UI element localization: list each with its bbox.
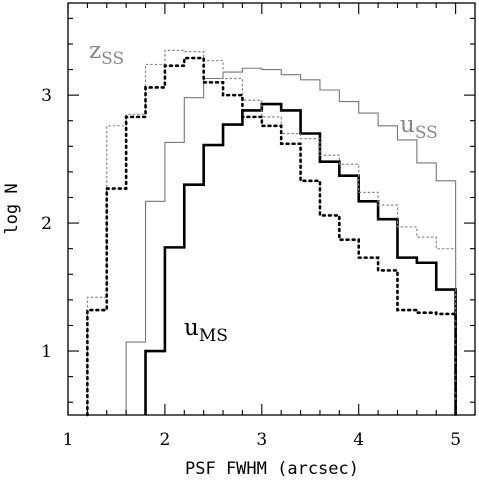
annotation-ums-sub: MS [199, 326, 228, 346]
annotation-ums: uMS [184, 315, 228, 346]
tick-label-layer: 1 2 3 4 5 1 2 3 [41, 86, 461, 450]
plot-frame [67, 2, 476, 416]
x-tick-label: 3 [256, 430, 267, 450]
series-layer [86, 49, 457, 417]
annotation-zss-base: z [89, 38, 101, 64]
annotation-ums-base: u [184, 315, 199, 341]
series-uSS-line [125, 67, 457, 415]
series-uMS-line [144, 102, 457, 415]
tick-layer [67, 3, 476, 415]
x-tick-label: 2 [159, 430, 170, 450]
x-tick-label: 5 [450, 430, 461, 450]
annotation-uss: uSS [400, 112, 438, 143]
y-axis-label: log N [2, 183, 22, 234]
annotation-uss-sub: SS [415, 123, 438, 143]
x-axis-label: PSF FWHM (arcsec) [185, 459, 359, 479]
annotation-uss-base: u [400, 112, 415, 138]
x-tick-label: 4 [353, 430, 364, 450]
series-zMS-line [86, 56, 457, 417]
x-tick-label: 1 [63, 430, 74, 450]
y-tick-label: 3 [41, 86, 52, 106]
annotation-zss: zSS [89, 38, 124, 69]
annotation-zss-sub: SS [101, 49, 124, 69]
y-tick-label: 1 [41, 342, 52, 362]
y-tick-label: 2 [41, 214, 52, 234]
